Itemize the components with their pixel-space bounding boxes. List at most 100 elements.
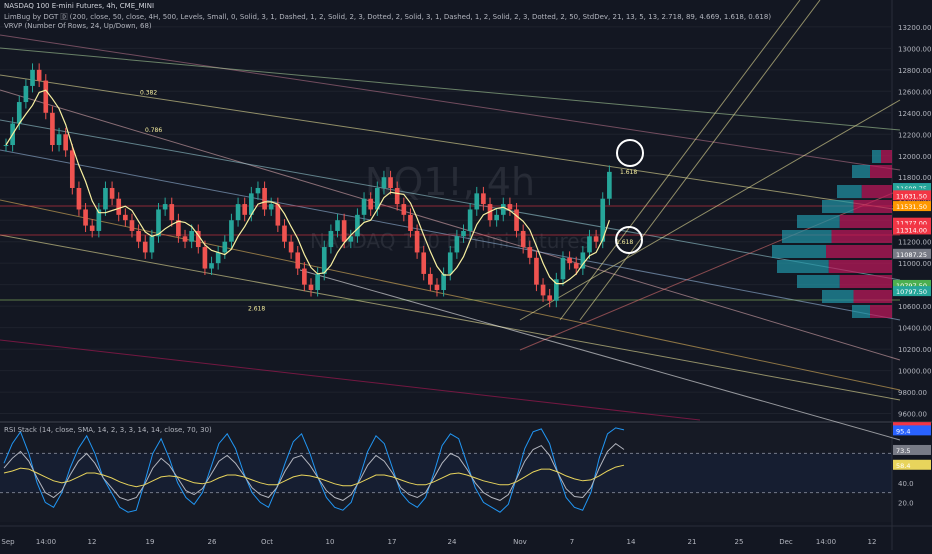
candle-body [288,241,294,253]
candle-body [355,214,360,237]
vrvp-legend[interactable]: VRVP (Number Of Rows, 24, Up/Down, 68) [4,22,152,30]
watermark-symbol: NQ1!, 4h [365,160,535,204]
volume-profile-bar [797,215,840,228]
volume-profile-bar [782,230,832,243]
x-tick-label: 12 [88,538,97,546]
candle-body [242,204,248,215]
rsi-y-tick-label: 20.0 [898,499,914,507]
candle-body [388,177,393,188]
candle-body [408,214,413,231]
candle-body [229,220,234,242]
volume-profile-bar [852,165,870,178]
y-tick-label: 10000.00 [898,368,931,376]
candle-body [441,273,446,291]
candle-body [235,204,241,221]
candle-body [607,171,612,199]
volume-profile-bar [870,305,892,318]
volume-profile-bar [826,245,892,258]
price-axis-label-bg [893,183,931,194]
x-tick-label: 10 [326,538,335,546]
candle-body [308,284,314,291]
y-tick-label: 11000.00 [898,260,931,268]
rsi-legend[interactable]: RSI Stack (14, close, SMA, 14, 2, 3, 3, … [4,426,212,434]
price-axis-label: 11314.00 [896,226,927,234]
rsi-axis-label: 73.5 [896,447,910,455]
candle-body [282,225,287,242]
candle-body [89,225,95,231]
x-tick-label: 17 [388,538,397,546]
candle-body [295,252,301,269]
volume-profile-bar [870,165,892,178]
candle-body [116,198,122,215]
candle-body [520,230,526,248]
y-tick-label: 13200.00 [898,24,931,32]
candle-body [69,150,75,188]
candle-body [474,193,480,210]
rsi-axis-label-bg [893,459,931,470]
symbol-legend[interactable]: NASDAQ 100 E-mini Futures, 4h, CME_MINI [4,2,155,10]
candle-body [302,268,307,285]
volume-profile-bar [839,215,892,228]
candle-body [109,187,115,199]
x-tick-label: 19 [146,538,155,546]
fib-label: 1.618 [620,169,637,176]
volume-profile-bar [772,245,826,258]
candle-body [328,230,334,248]
price-axis-label: 11631.50 [896,192,927,200]
price-axis-label: 10797.50 [896,288,927,296]
candle-body [136,230,141,242]
candle-body [414,230,420,253]
x-tick-label: 14 [627,538,636,546]
x-tick-label: 24 [448,538,457,546]
trend-line [559,0,801,321]
candle-body [123,214,128,221]
volume-profile-bar [797,275,840,288]
price-axis-label-bg [893,248,931,259]
y-tick-label: 11200.00 [898,239,931,247]
candle-body [361,198,367,215]
trend-line [0,199,901,391]
candle-body [547,295,553,301]
candle-body [255,187,261,194]
candle-body [401,204,407,215]
candle-body [567,257,572,264]
volume-profile-bar [822,200,854,213]
candle-body [554,279,559,301]
y-tick-label: 10400.00 [898,325,931,333]
x-tick-label: 21 [688,538,697,546]
rsi-axis-label: 95.4 [896,427,910,435]
indicator-legend[interactable]: LimBug by DGT 🄳 (200, close, 50, close, … [4,13,772,21]
y-tick-label: 11800.00 [898,174,931,182]
y-tick-label: 12800.00 [898,67,931,75]
highlight-circle [616,139,644,167]
candle-body [56,134,62,146]
candle-body [16,102,22,124]
rsi-series-line [3,427,625,513]
rsi-y-tick-label: 40.0 [898,480,914,488]
candle-body [381,177,387,188]
volume-profile-bar [839,275,892,288]
x-tick-label: 14:00 [816,538,836,546]
candle-body [534,257,539,285]
candle-body [348,236,354,242]
x-tick-label: Oct [261,538,273,546]
candle-body [560,257,566,280]
candle-body [129,220,135,231]
rsi-band [0,453,892,493]
candle-body [30,69,35,86]
price-axis-label-bg [893,279,931,290]
volume-profile-bar [822,290,854,303]
price-axis-label: 10797.50 [896,282,927,290]
trend-line [0,34,901,171]
candle-body [268,204,274,210]
candle-body [149,236,155,253]
candle-body [182,236,188,242]
candle-body [394,187,400,205]
candle-body [368,198,373,210]
trend-line [0,339,701,421]
trend-line [0,89,901,361]
rsi-axis-label: 58.4 [896,462,910,470]
price-axis-label-bg [893,201,931,212]
